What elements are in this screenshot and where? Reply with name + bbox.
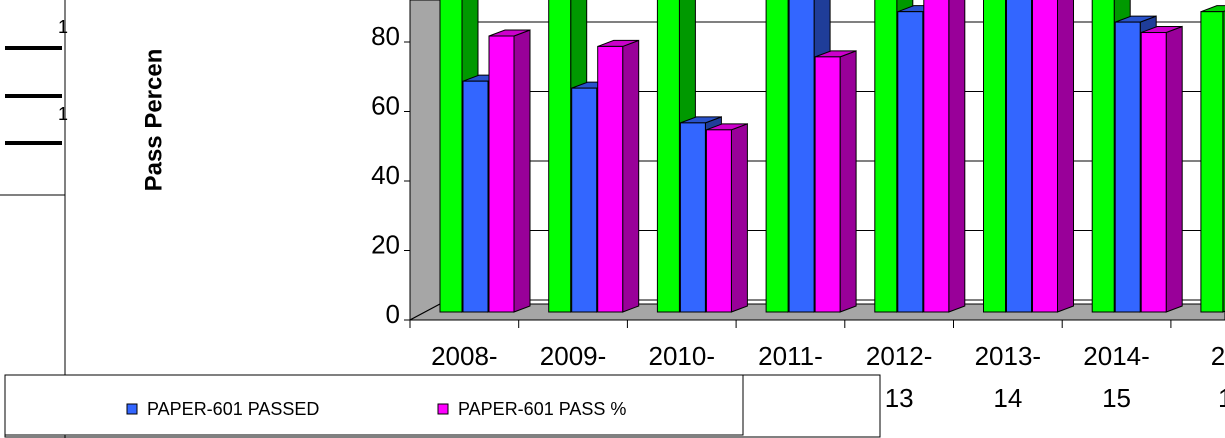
- fragment-text: 1: [58, 104, 68, 124]
- x-tick-label: 2013-14: [975, 341, 1042, 413]
- bar: [597, 45, 624, 313]
- bar: [788, 0, 815, 313]
- bar-side: [1057, 0, 1074, 313]
- legend-swatch: [126, 403, 138, 415]
- bar-side: [948, 0, 966, 313]
- bar-side: [1165, 25, 1183, 313]
- bar: [462, 80, 489, 313]
- bar: [1200, 11, 1224, 313]
- bar-side: [730, 123, 748, 313]
- bar: [1140, 32, 1167, 313]
- y-tick-label: 60: [371, 90, 400, 120]
- bar-side: [839, 50, 857, 313]
- bar: [874, 0, 898, 313]
- bar: [571, 87, 598, 313]
- fragment-text: 1: [58, 17, 68, 37]
- x-tick-label: 2010-: [649, 341, 716, 371]
- bar: [983, 0, 1006, 313]
- x-tick-label: 2009-: [540, 341, 607, 371]
- x-tick-label: 2014-15: [1083, 341, 1150, 413]
- bar: [814, 56, 841, 313]
- legend-swatch: [437, 403, 449, 415]
- bar: [1006, 0, 1032, 313]
- bar-side: [513, 29, 531, 313]
- bar: [1091, 0, 1115, 313]
- bar: [656, 0, 680, 313]
- bar-top: [1200, 5, 1225, 13]
- x-tick-label: 2011-: [758, 341, 823, 371]
- x-tick-label: 2008-: [431, 341, 498, 371]
- y-tick-label: 20: [371, 229, 400, 259]
- bar: [897, 11, 924, 313]
- legend-label: PAPER-601 PASS %: [458, 399, 626, 419]
- bar: [705, 129, 732, 313]
- bar: [1114, 21, 1141, 313]
- bar: [548, 0, 572, 313]
- y-tick-label: 40: [371, 160, 400, 190]
- x-tick-label: 2012-13: [866, 341, 933, 413]
- bar: [488, 35, 515, 313]
- x-tick-label: 201: [1211, 341, 1225, 413]
- y-tick-label: 80: [371, 21, 400, 51]
- legend: [4, 374, 744, 436]
- legend-label: PAPER-601 PASSED: [147, 399, 319, 419]
- bar: [765, 0, 789, 313]
- left-fragment: 1 1: [0, 0, 68, 438]
- bar: [679, 122, 706, 313]
- bar: [1032, 0, 1058, 313]
- y-tick-label: 0: [386, 299, 400, 329]
- y-axis-label: Pass Percen: [140, 49, 167, 192]
- bar-side: [622, 39, 640, 313]
- bar: [923, 0, 950, 313]
- side-wall: [409, 0, 441, 321]
- bar: [439, 0, 463, 313]
